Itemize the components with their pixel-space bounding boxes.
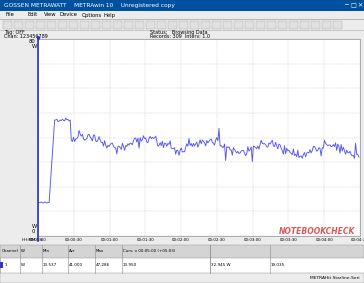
Bar (333, 20, 342, 29)
Text: 47.286: 47.286 (96, 263, 110, 267)
Text: 00:03:30: 00:03:30 (280, 238, 297, 242)
Bar (168, 20, 177, 29)
Text: 32.945 W: 32.945 W (211, 263, 231, 267)
Bar (322, 20, 331, 29)
Text: Options: Options (82, 12, 102, 18)
Text: Edit: Edit (28, 12, 38, 18)
Text: 80: 80 (28, 39, 35, 44)
Text: ─: ─ (344, 3, 348, 8)
Bar (124, 20, 133, 29)
Text: View: View (44, 12, 56, 18)
Text: Max: Max (96, 249, 104, 253)
Bar (311, 20, 320, 29)
Bar (234, 20, 243, 29)
Text: 00:01:00: 00:01:00 (101, 238, 118, 242)
Text: 13.537: 13.537 (43, 263, 57, 267)
Text: 00:00:00: 00:00:00 (29, 238, 47, 242)
Text: 0: 0 (32, 229, 35, 234)
Text: HH:MM:SS: HH:MM:SS (22, 238, 43, 242)
Bar (245, 20, 254, 29)
Bar (0, 273, 364, 283)
Bar (267, 20, 276, 29)
Bar (58, 20, 67, 29)
Text: W: W (32, 224, 37, 229)
Bar (38, 39, 360, 236)
Text: 1: 1 (5, 263, 8, 267)
Bar (278, 20, 287, 29)
Text: Avr: Avr (69, 249, 75, 253)
Bar (179, 20, 188, 29)
Text: □: □ (350, 3, 356, 8)
Bar (47, 20, 56, 29)
Bar (135, 20, 144, 29)
Bar (0, 262, 3, 268)
Bar (201, 20, 210, 29)
Text: NOTEBOOKCHECK: NOTEBOOKCHECK (278, 226, 355, 235)
Text: W: W (21, 249, 25, 253)
Text: Curs: x 00:05:00 (+05:03): Curs: x 00:05:00 (+05:03) (123, 249, 175, 253)
Text: 00:03:00: 00:03:00 (244, 238, 262, 242)
Text: 00:00:30: 00:00:30 (65, 238, 83, 242)
Text: Device: Device (60, 12, 78, 18)
Text: File: File (6, 12, 15, 18)
Text: Status:   Browsing Data: Status: Browsing Data (150, 30, 207, 35)
Bar (69, 20, 78, 29)
Bar (91, 20, 100, 29)
Text: W: W (32, 44, 37, 49)
Text: 00:01:30: 00:01:30 (136, 238, 154, 242)
Text: W: W (21, 263, 25, 267)
Text: Help: Help (104, 12, 116, 18)
Text: Min: Min (43, 249, 50, 253)
Text: 41.000: 41.000 (69, 263, 83, 267)
Bar (3, 20, 12, 29)
Bar (300, 20, 309, 29)
Bar (0, 11, 364, 19)
Text: Tag: OFF: Tag: OFF (4, 30, 25, 35)
Bar (146, 20, 155, 29)
Text: 00:04:00: 00:04:00 (315, 238, 333, 242)
Bar (102, 20, 111, 29)
Text: 00:02:30: 00:02:30 (208, 238, 226, 242)
Bar (256, 20, 265, 29)
Bar (36, 20, 45, 29)
Bar (0, 19, 364, 30)
Bar (157, 20, 166, 29)
Bar (0, 0, 364, 11)
Bar (0, 245, 364, 258)
Text: 13.950: 13.950 (123, 263, 137, 267)
Text: Chan: 123456789: Chan: 123456789 (4, 34, 48, 39)
Bar (113, 20, 122, 29)
Bar (223, 20, 232, 29)
Bar (190, 20, 199, 29)
Text: 00:04:30: 00:04:30 (351, 238, 364, 242)
Bar (80, 20, 89, 29)
Bar (14, 20, 23, 29)
Text: Channel: Channel (2, 249, 19, 253)
Text: METRAHit Starline-Seri: METRAHit Starline-Seri (310, 276, 360, 280)
Text: GOSSEN METRAWATT    METRAwin 10    Unregistered copy: GOSSEN METRAWATT METRAwin 10 Unregistere… (4, 3, 175, 8)
Bar (289, 20, 298, 29)
Bar (0, 30, 364, 38)
Text: 19.035: 19.035 (271, 263, 285, 267)
Text: ✕: ✕ (357, 3, 363, 8)
Bar (0, 245, 364, 273)
Bar (25, 20, 34, 29)
Text: 00:02:00: 00:02:00 (172, 238, 190, 242)
Bar (212, 20, 221, 29)
Text: Records: 309  Interv: 1.0: Records: 309 Interv: 1.0 (150, 34, 210, 39)
